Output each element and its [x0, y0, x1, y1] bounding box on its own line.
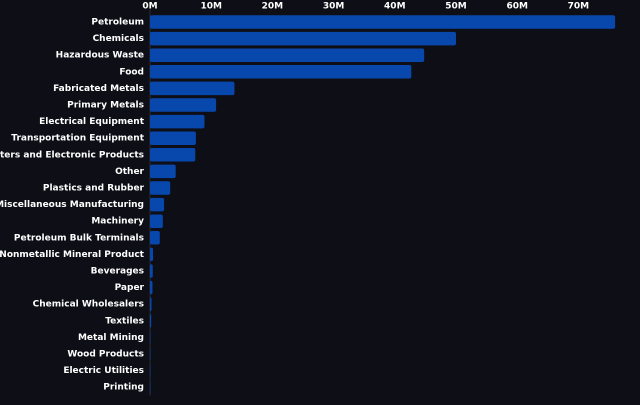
- category-label: Computers and Electronic Products: [0, 150, 144, 160]
- bar: [150, 198, 164, 212]
- x-tick-label: 0M: [142, 2, 157, 12]
- category-label: Hazardous Waste: [56, 51, 144, 61]
- category-label: Machinery: [91, 217, 144, 227]
- bar: [150, 297, 152, 311]
- category-label: Petroleum Bulk Terminals: [14, 233, 144, 243]
- bar: [150, 214, 163, 228]
- x-tick-label: 10M: [200, 2, 222, 12]
- bar: [150, 131, 196, 145]
- bar: [150, 281, 152, 295]
- category-label: Food: [119, 67, 144, 77]
- category-label: Chemicals: [93, 34, 144, 44]
- category-label: Petroleum: [91, 18, 144, 28]
- bar: [150, 65, 411, 79]
- bar: [150, 181, 170, 195]
- bar: [150, 48, 424, 62]
- bar: [150, 264, 153, 278]
- bar: [150, 32, 456, 45]
- bar: [150, 15, 615, 29]
- category-label: Transportation Equipment: [11, 134, 144, 144]
- x-tick-label: 50M: [445, 2, 467, 12]
- category-label: Chemical Wholesalers: [33, 300, 144, 310]
- bar: [150, 248, 153, 262]
- category-label: Electrical Equipment: [39, 117, 145, 127]
- bar: [150, 98, 216, 112]
- category-label: Electric Utilities: [63, 366, 144, 376]
- x-tick-label: 60M: [506, 2, 528, 12]
- category-label: Textiles: [105, 316, 144, 326]
- category-label: Paper: [115, 283, 145, 293]
- bar: [150, 231, 160, 245]
- category-label: Plastics and Rubber: [43, 184, 145, 194]
- x-tick-label: 20M: [262, 2, 284, 12]
- category-label: Primary Metals: [67, 101, 144, 111]
- bar: [150, 82, 234, 96]
- category-label: Printing: [103, 383, 144, 393]
- x-tick-label: 40M: [384, 2, 406, 12]
- x-tick-label: 30M: [323, 2, 345, 12]
- x-tick-label: 70M: [568, 2, 590, 12]
- category-label: Miscellaneous Manufacturing: [0, 200, 144, 210]
- category-label: Fabricated Metals: [53, 84, 144, 94]
- bar: [150, 115, 204, 129]
- bar: [150, 148, 195, 162]
- bar: [150, 165, 176, 179]
- category-label: Wood Products: [67, 350, 144, 360]
- category-label: Beverages: [91, 267, 144, 277]
- bar: [150, 314, 151, 328]
- category-label: Other: [115, 167, 144, 177]
- category-label: Nonmetallic Mineral Product: [0, 250, 145, 260]
- category-label: Metal Mining: [78, 333, 144, 343]
